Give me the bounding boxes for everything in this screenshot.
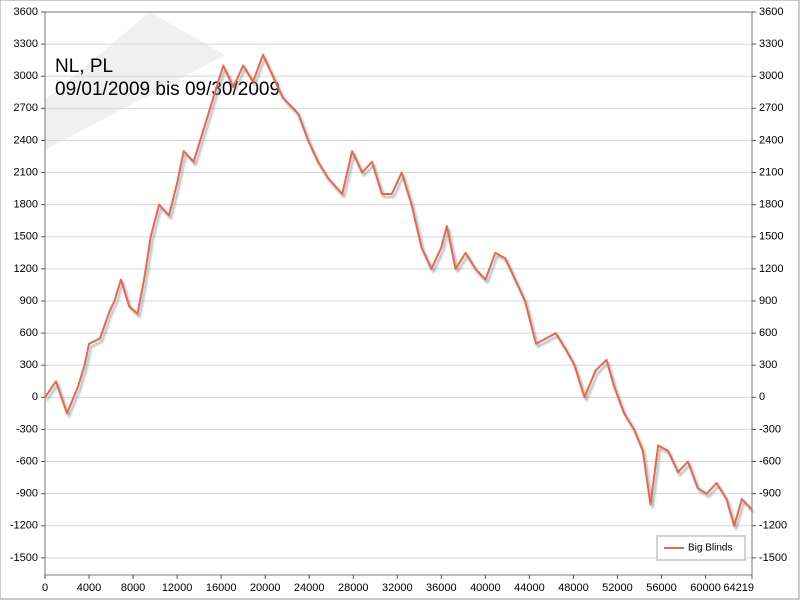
x-tick-label: 16000 bbox=[206, 582, 237, 594]
legend-label: Big Blinds bbox=[688, 543, 732, 554]
x-tick-label: 36000 bbox=[426, 582, 457, 594]
chart-subtitle: 09/01/2009 bis 09/30/2009 bbox=[55, 79, 280, 100]
y2-tick-label: -600 bbox=[759, 455, 781, 467]
y-tick-label: 600 bbox=[20, 327, 38, 339]
y2-tick-label: 1800 bbox=[759, 199, 783, 211]
y-tick-label: 3300 bbox=[14, 38, 38, 50]
x-tick-label: 44000 bbox=[514, 582, 545, 594]
y2-tick-label: 2400 bbox=[759, 134, 783, 146]
y2-tick-label: -1500 bbox=[759, 552, 787, 564]
plot-border bbox=[44, 11, 753, 576]
watermark bbox=[45, 12, 225, 150]
y2-tick-label: 3300 bbox=[759, 38, 783, 50]
y2-tick-label: 0 bbox=[759, 391, 765, 403]
y2-tick-label: 1500 bbox=[759, 231, 783, 243]
x-tick-label: 56000 bbox=[646, 582, 677, 594]
y-tick-label: 1500 bbox=[14, 231, 38, 243]
x-tick-label: 4000 bbox=[77, 582, 101, 594]
y2-tick-label: 900 bbox=[759, 295, 777, 307]
x-tick-label: 24000 bbox=[294, 582, 325, 594]
x-tick-label: 12000 bbox=[162, 582, 193, 594]
y-tick-label: -1200 bbox=[10, 520, 38, 532]
y2-tick-label: 300 bbox=[759, 359, 777, 371]
y-tick-label: 2400 bbox=[14, 134, 38, 146]
x-tick-label: 60000 bbox=[690, 582, 721, 594]
x-tick-label: 0 bbox=[42, 582, 48, 594]
y2-tick-label: -1200 bbox=[759, 520, 787, 532]
x-tick-label: 32000 bbox=[382, 582, 413, 594]
y-tick-label: 1800 bbox=[14, 199, 38, 211]
chart-title: NL, PL bbox=[55, 56, 113, 77]
y-tick-label: 900 bbox=[20, 295, 38, 307]
x-tick-label: 8000 bbox=[121, 582, 145, 594]
y2-tick-label: -300 bbox=[759, 423, 781, 435]
y-tick-label: -900 bbox=[16, 488, 38, 500]
x-tick-label: 64219 bbox=[723, 582, 754, 594]
y2-tick-label: 2700 bbox=[759, 102, 783, 114]
y2-tick-label: 3000 bbox=[759, 70, 783, 82]
x-tick-label: 20000 bbox=[250, 582, 281, 594]
legend: Big Blinds bbox=[656, 535, 746, 561]
y-tick-label: 300 bbox=[20, 359, 38, 371]
y-tick-label: 2100 bbox=[14, 166, 38, 178]
y-tick-label: 3000 bbox=[14, 70, 38, 82]
x-tick-label: 52000 bbox=[602, 582, 633, 594]
y2-tick-label: 2100 bbox=[759, 166, 783, 178]
y-tick-label: 0 bbox=[32, 391, 38, 403]
y-tick-label: 3600 bbox=[14, 6, 38, 18]
y-tick-label: -300 bbox=[16, 423, 38, 435]
y-tick-label: -600 bbox=[16, 455, 38, 467]
y-tick-label: 2700 bbox=[14, 102, 38, 114]
x-tick-label: 40000 bbox=[470, 582, 501, 594]
y2-tick-label: 1200 bbox=[759, 263, 783, 275]
y2-tick-label: -900 bbox=[759, 488, 781, 500]
x-tick-label: 28000 bbox=[338, 582, 369, 594]
y2-tick-label: 600 bbox=[759, 327, 777, 339]
x-tick-label: 48000 bbox=[558, 582, 589, 594]
y-tick-label: 1200 bbox=[14, 263, 38, 275]
y-tick-label: -1500 bbox=[10, 552, 38, 564]
y2-tick-label: 3600 bbox=[759, 6, 783, 18]
series-line bbox=[44, 53, 753, 527]
